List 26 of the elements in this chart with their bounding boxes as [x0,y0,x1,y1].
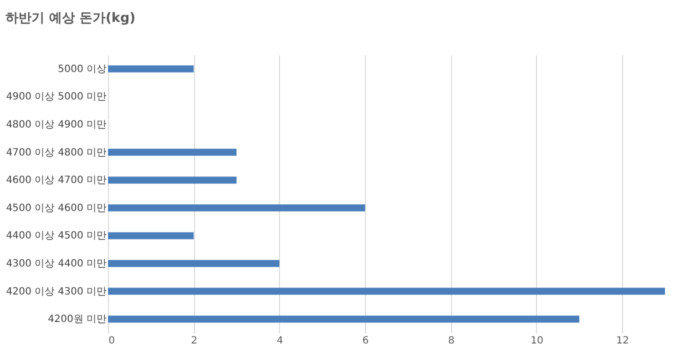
x-tick-label: 10 [530,336,544,346]
x-tick-label: 12 [616,336,630,346]
bar [108,288,665,295]
y-tick-label: 4700 이상 4800 미만 [6,147,106,158]
x-tick-label: 2 [191,336,198,346]
y-tick-label: 4800 이상 4900 미만 [6,120,106,130]
y-tick-label: 4900 이상 5000 미만 [6,92,106,103]
y-tick-label: 4200 이상 4300 미만 [6,286,106,298]
y-tick-label: 4400 이상 4500 미만 [6,230,106,242]
bar [108,148,237,156]
x-tick-label: 4 [276,336,284,346]
bar [108,232,194,240]
x-tick-label: 0 [108,336,115,346]
bar [108,316,580,323]
y-tick-label: 4500 이상 4600 미만 [6,202,106,214]
y-tick-label: 4200원 미만 [48,314,106,326]
chart-title: 하반기 예상 돈가(kg) [6,11,136,26]
y-tick-label: 4600 이상 4700 미만 [6,175,106,186]
y-tick-label: 4300 이상 4400 미만 [6,258,106,270]
bar [108,176,237,184]
y-tick-label: 5000 이상 [58,64,106,75]
bar [108,65,194,72]
x-tick-label: 6 [362,336,369,346]
bar [108,204,366,212]
x-tick-label: 8 [448,336,454,346]
bar [108,260,280,267]
